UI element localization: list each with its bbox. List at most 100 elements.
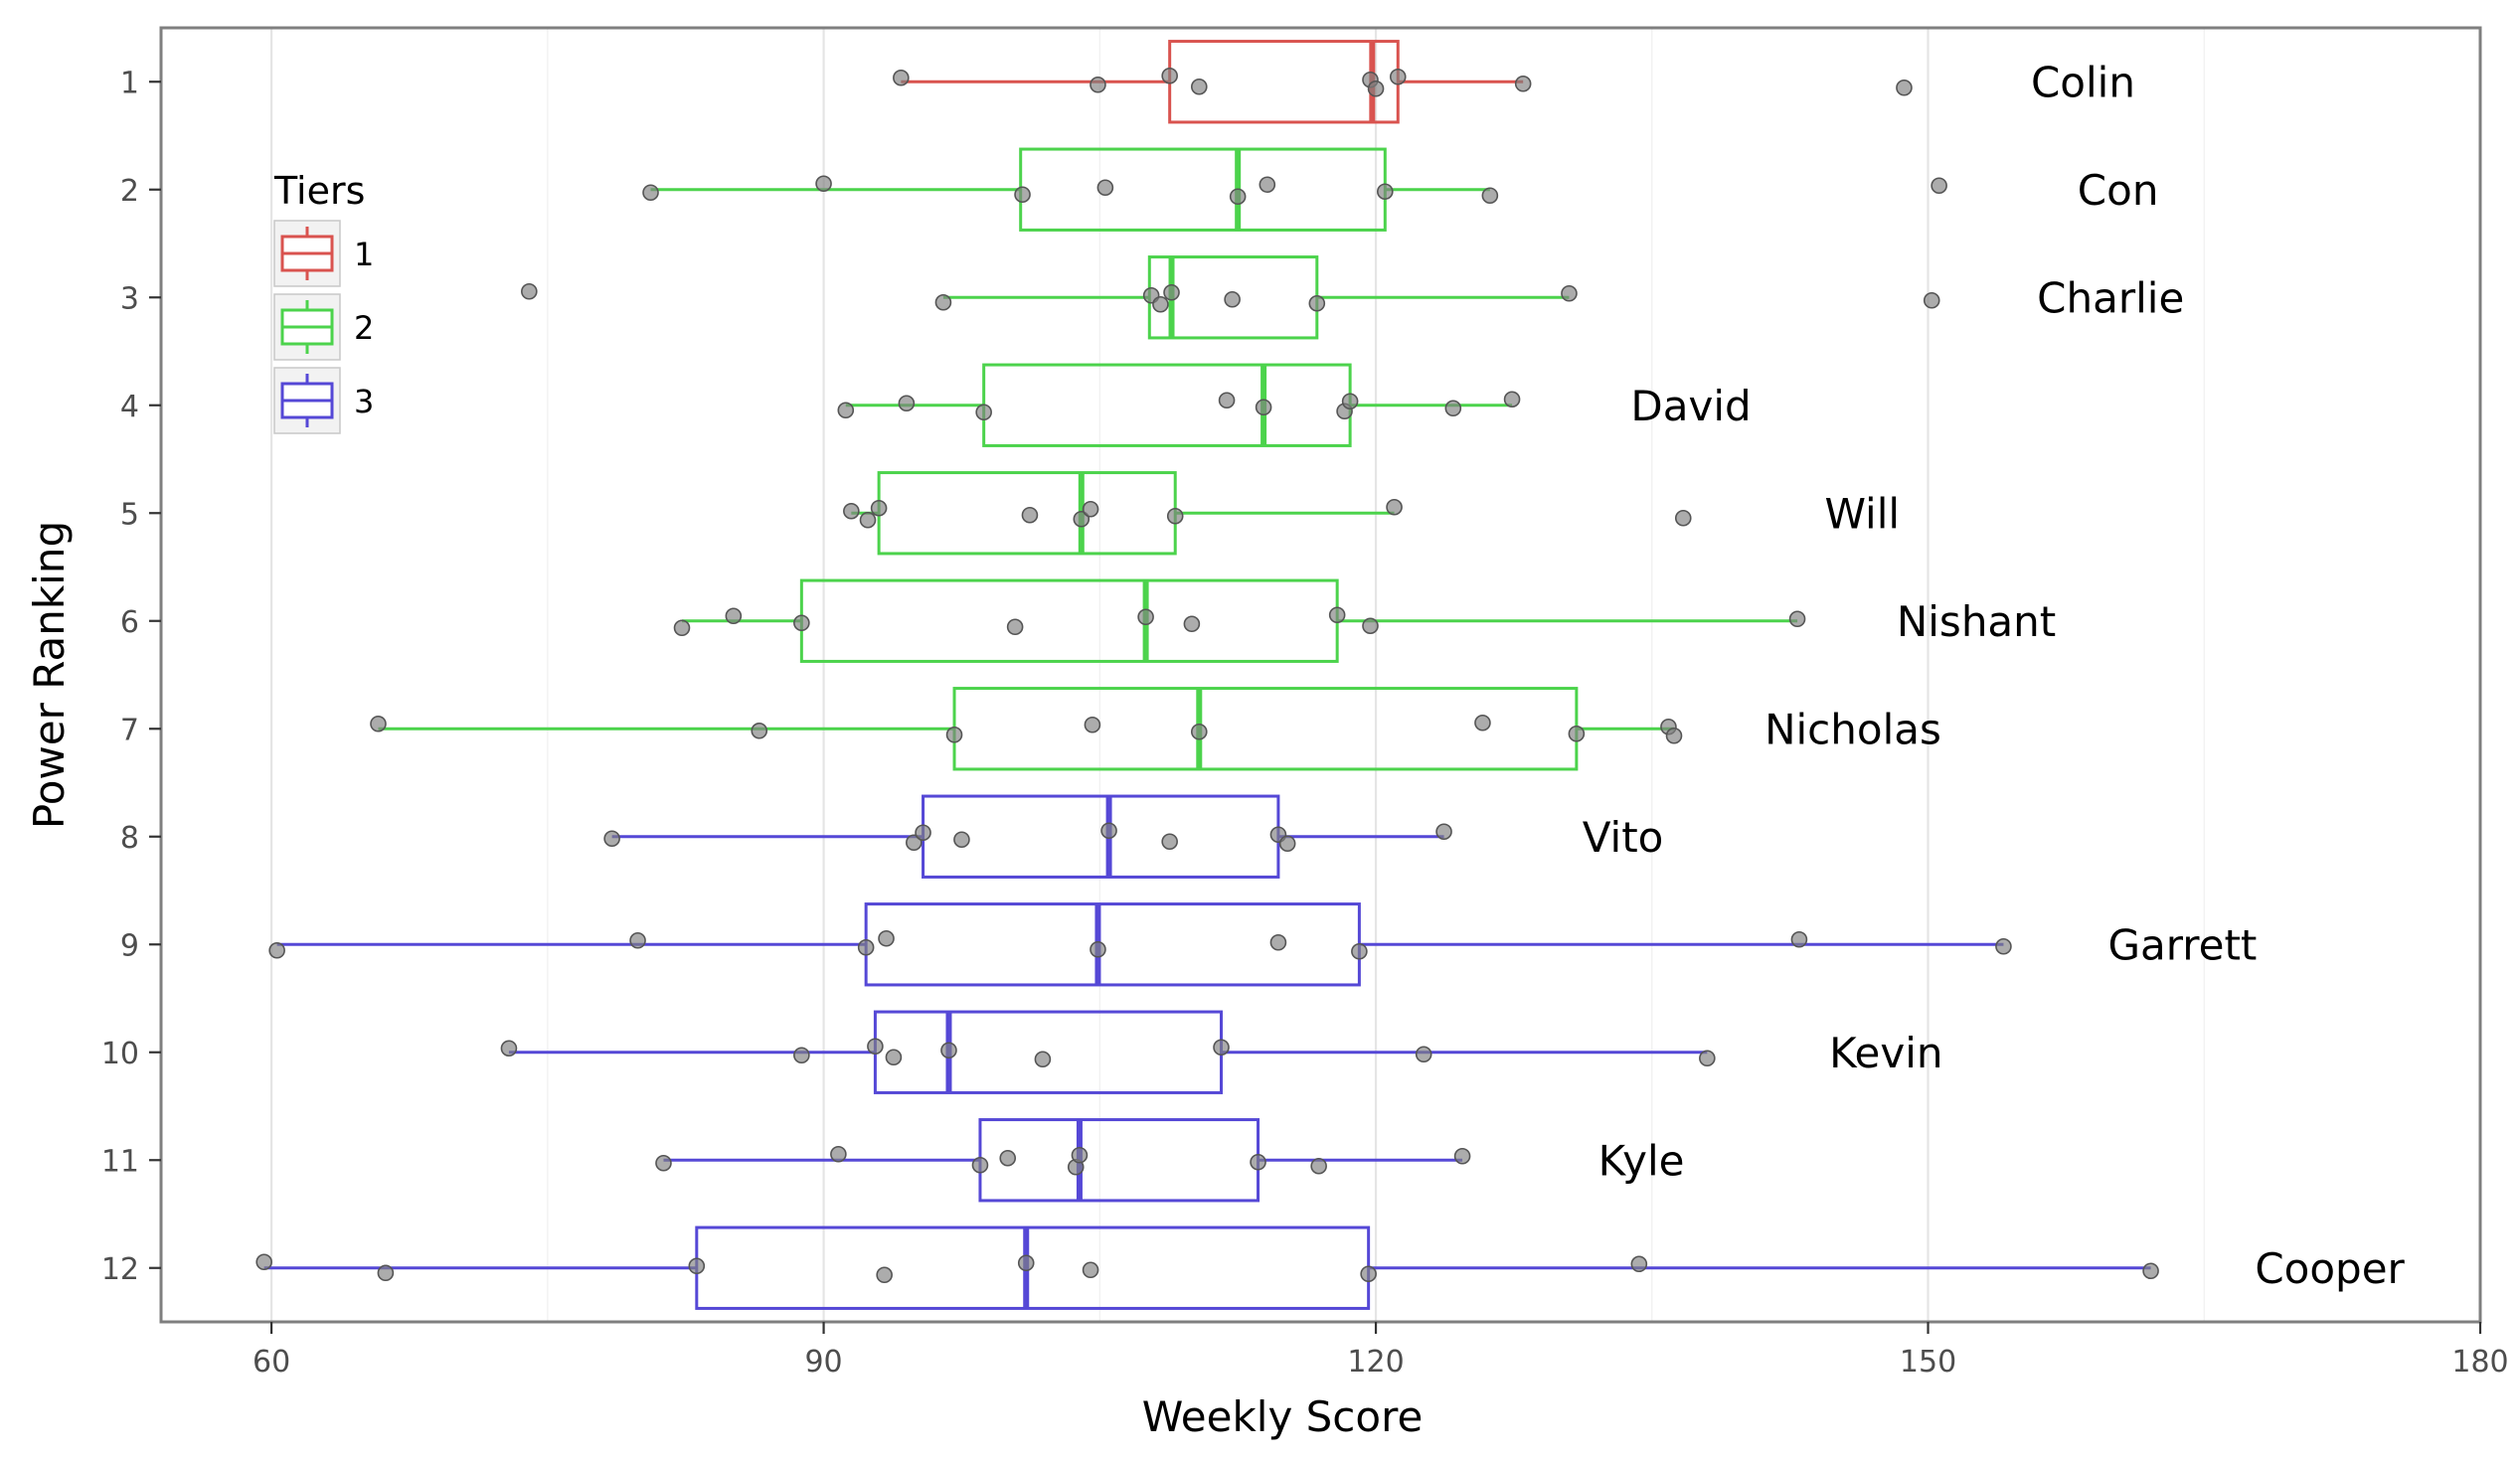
score-point	[1071, 1146, 1089, 1164]
score-point	[1367, 80, 1385, 97]
score-point	[1444, 400, 1462, 417]
score-point	[843, 502, 860, 520]
score-point	[1096, 179, 1114, 197]
team-name-label: Will	[1824, 489, 1900, 538]
x-tick-label: 60	[252, 1345, 290, 1380]
y-tick-label: 2	[120, 174, 139, 209]
score-point	[521, 282, 538, 300]
score-point	[1090, 940, 1106, 958]
score-point	[1021, 506, 1039, 524]
legend-key-3: 3	[273, 367, 374, 434]
score-point	[1665, 727, 1683, 744]
score-point	[725, 607, 743, 625]
legend-entry-label: 3	[354, 383, 374, 420]
score-point	[1161, 67, 1178, 84]
score-point	[1190, 78, 1208, 95]
y-tick-label: 9	[120, 928, 139, 963]
score-point	[1435, 823, 1452, 841]
team-name-label: David	[1630, 382, 1751, 430]
score-point	[1100, 822, 1117, 840]
score-point	[878, 929, 895, 947]
score-point	[999, 1149, 1017, 1167]
y-tick-label: 12	[101, 1252, 139, 1287]
team-box-1	[901, 40, 1524, 124]
score-point	[1073, 510, 1091, 528]
y-tick-label: 3	[120, 281, 139, 316]
score-point	[859, 511, 877, 529]
panel-border	[159, 26, 2482, 1324]
team-name-label: Garrett	[2107, 920, 2257, 969]
score-point	[1310, 1157, 1327, 1175]
score-point	[870, 499, 888, 517]
team-name-label: Colin	[2031, 58, 2135, 106]
score-point	[500, 1040, 518, 1057]
score-point	[876, 1266, 893, 1284]
score-point	[1137, 608, 1154, 626]
score-point	[1362, 617, 1379, 635]
score-point	[1250, 1153, 1266, 1171]
legend-title: Tiers	[273, 169, 365, 213]
score-point	[1481, 187, 1499, 205]
score-point	[1183, 615, 1201, 633]
score-point	[1082, 500, 1099, 518]
score-point	[934, 293, 952, 311]
y-tick-label: 11	[101, 1144, 139, 1179]
team-name-label: Nicholas	[1764, 705, 1941, 753]
y-axis-title: Power Ranking	[25, 521, 74, 829]
score-point	[2142, 1262, 2159, 1280]
score-point	[629, 931, 646, 949]
score-point	[751, 722, 768, 739]
score-point	[1161, 833, 1178, 851]
score-point	[1788, 610, 1806, 628]
score-point	[1923, 291, 1940, 309]
y-tick-label: 5	[120, 497, 139, 532]
x-tick-label: 90	[804, 1345, 842, 1380]
score-point	[857, 938, 875, 956]
score-point	[893, 69, 910, 86]
y-tick-label: 8	[120, 821, 139, 856]
score-point	[268, 941, 285, 959]
score-point	[1674, 509, 1692, 527]
score-point	[1255, 399, 1272, 416]
score-point	[642, 184, 659, 202]
legend-key-2: 2	[273, 293, 374, 361]
score-point	[1308, 294, 1326, 312]
score-point	[953, 831, 970, 849]
score-point	[603, 830, 620, 848]
legend-entry-label: 1	[354, 236, 374, 273]
score-point	[1351, 942, 1368, 960]
team-name-label: Vito	[1583, 813, 1664, 862]
score-point	[1931, 177, 1947, 195]
score-point	[1514, 75, 1532, 92]
x-tick-label: 180	[2451, 1345, 2508, 1380]
y-tick-label: 7	[120, 713, 139, 747]
score-point	[898, 395, 916, 412]
score-point	[1014, 186, 1031, 204]
iqr-box	[982, 363, 1352, 447]
x-axis: 60 90 120 150 180	[252, 1322, 2509, 1380]
score-point	[1166, 507, 1184, 525]
score-point	[793, 614, 810, 632]
score-point	[1090, 76, 1106, 93]
score-point	[1341, 393, 1359, 410]
score-point	[377, 1264, 395, 1282]
team-name-label: Charlie	[2037, 273, 2184, 322]
score-point	[1377, 183, 1394, 201]
score-point	[1561, 284, 1578, 302]
score-point	[1152, 295, 1169, 313]
score-point	[815, 175, 832, 193]
legend: Tiers 1 2 3	[273, 169, 374, 434]
score-point	[945, 726, 963, 743]
team-name-label: Cooper	[2255, 1244, 2405, 1293]
score-point	[1415, 1046, 1432, 1063]
score-point	[1229, 188, 1247, 206]
score-point	[975, 404, 992, 421]
score-point	[1269, 933, 1287, 951]
score-point	[1474, 714, 1491, 732]
team-name-label: Con	[2078, 166, 2159, 215]
score-point	[971, 1156, 989, 1174]
score-point	[1224, 290, 1241, 308]
iqr-box	[978, 1118, 1260, 1203]
team-name-label: Nishant	[1897, 597, 2056, 646]
